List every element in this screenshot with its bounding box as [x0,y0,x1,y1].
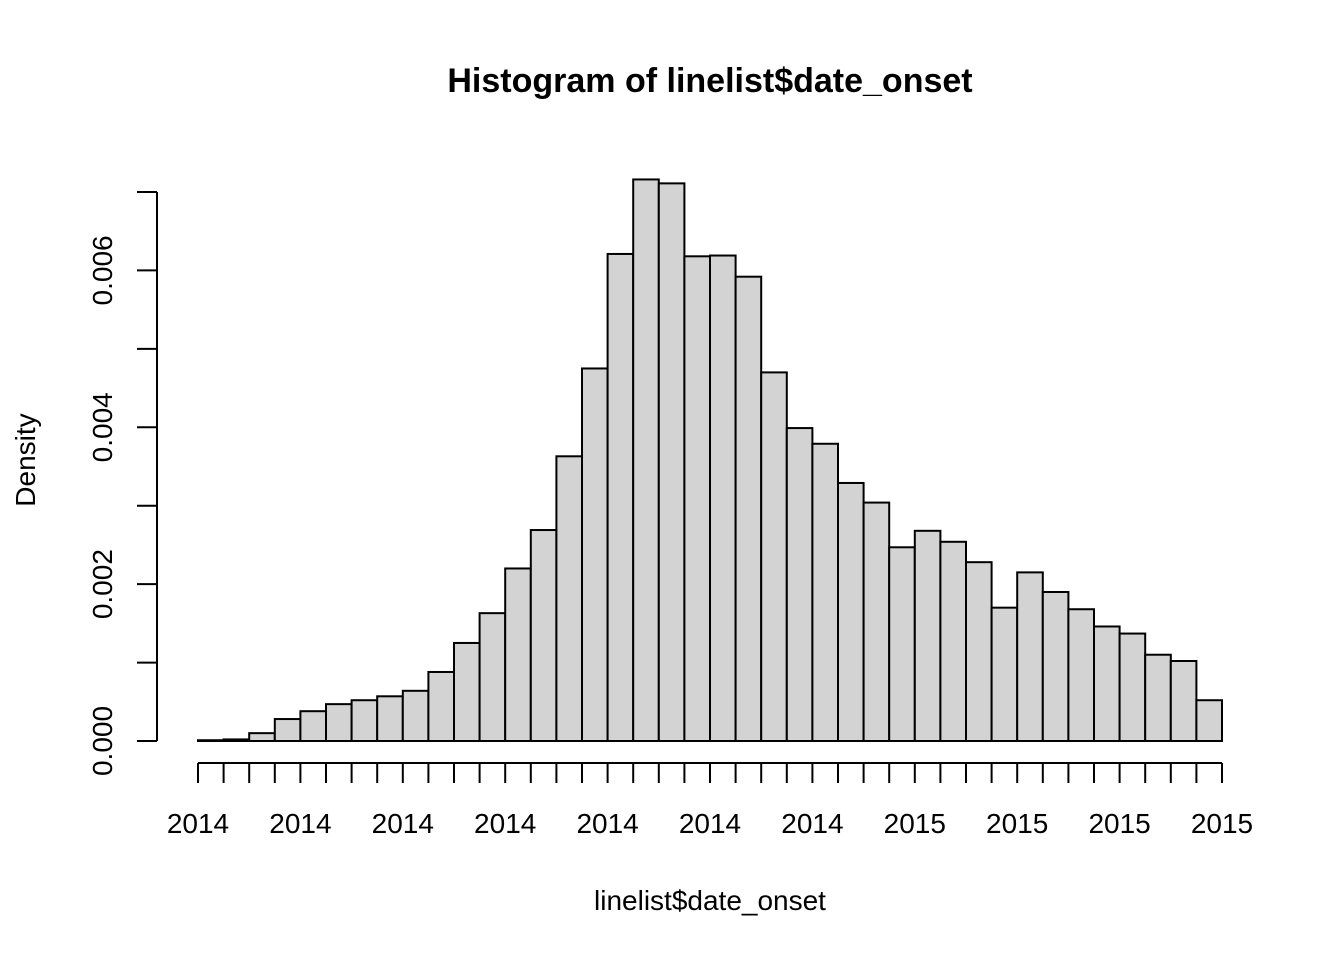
histogram-bar [581,367,609,742]
histogram-bar [683,255,712,742]
histogram-bar [222,738,251,742]
histogram-bar [888,546,916,743]
x-tick-label: 2014 [474,808,536,839]
y-tick-label: 0.002 [87,549,118,619]
histogram-bar [325,703,353,743]
x-tick-label: 2014 [372,808,434,839]
x-tick-label: 2014 [167,808,229,839]
histogram-bar [1093,625,1121,742]
histogram-bar [1016,571,1044,742]
x-tick-label: 2015 [884,808,946,839]
y-axis: 0.000 0.002 0.004 0.006 [87,191,158,776]
histogram-bar [401,689,430,742]
y-tick-label: 0.004 [87,392,118,462]
histogram-bar [734,275,763,742]
histogram-bar [1041,590,1070,742]
x-tick-label: 2014 [576,808,638,839]
histogram-bar [862,501,891,742]
histogram-bar [248,732,276,742]
histogram-bar [785,427,814,742]
bars-group [197,178,1224,743]
histogram-bar [1144,653,1172,742]
x-tick-label: 2015 [986,808,1048,839]
histogram-bar [299,710,327,743]
histogram-bar [606,252,635,743]
histogram-bar [504,567,532,743]
histogram-bar [990,606,1019,742]
chart-title: Histogram of linelist$date_onset [447,62,972,100]
x-axis-label: linelist$date_onset [594,885,826,916]
histogram-bar [350,699,379,742]
histogram-bar [1067,608,1096,742]
histogram-bar [939,540,968,742]
histogram-bar [709,254,737,742]
histogram-bar [632,178,660,742]
histogram-bar [1195,699,1224,742]
histogram-bar [1118,632,1147,742]
histogram-bar [427,670,455,742]
histogram-bar [273,718,302,742]
histogram-bar [555,455,584,742]
x-tick-label: 2015 [1088,808,1150,839]
histogram-bar [913,529,942,742]
histogram-bar [1169,660,1198,742]
y-tick-label: 0.000 [87,706,118,776]
histogram-bar [657,182,686,742]
x-tick-label: 2014 [781,808,843,839]
histogram-bar [837,481,865,742]
x-tick-label: 2014 [269,808,331,839]
histogram-bar [376,695,404,742]
histogram-bar [529,529,558,743]
histogram-bar [811,442,840,742]
y-axis-label: Density [10,413,41,506]
x-tick-label: 2015 [1191,808,1253,839]
x-tick-label: 2014 [679,808,741,839]
x-axis: 2014 2014 2014 2014 2014 2014 2014 2015 2015 2015… [167,762,1253,839]
histogram-bar [197,739,225,742]
histogram-bar [965,561,993,742]
histogram-bar [478,612,507,742]
histogram-bar [760,371,788,742]
y-tick-label: 0.006 [87,235,118,305]
histogram-bar [453,641,481,743]
